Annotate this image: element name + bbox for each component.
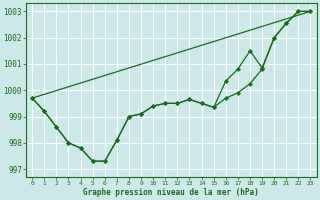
- X-axis label: Graphe pression niveau de la mer (hPa): Graphe pression niveau de la mer (hPa): [84, 188, 259, 197]
